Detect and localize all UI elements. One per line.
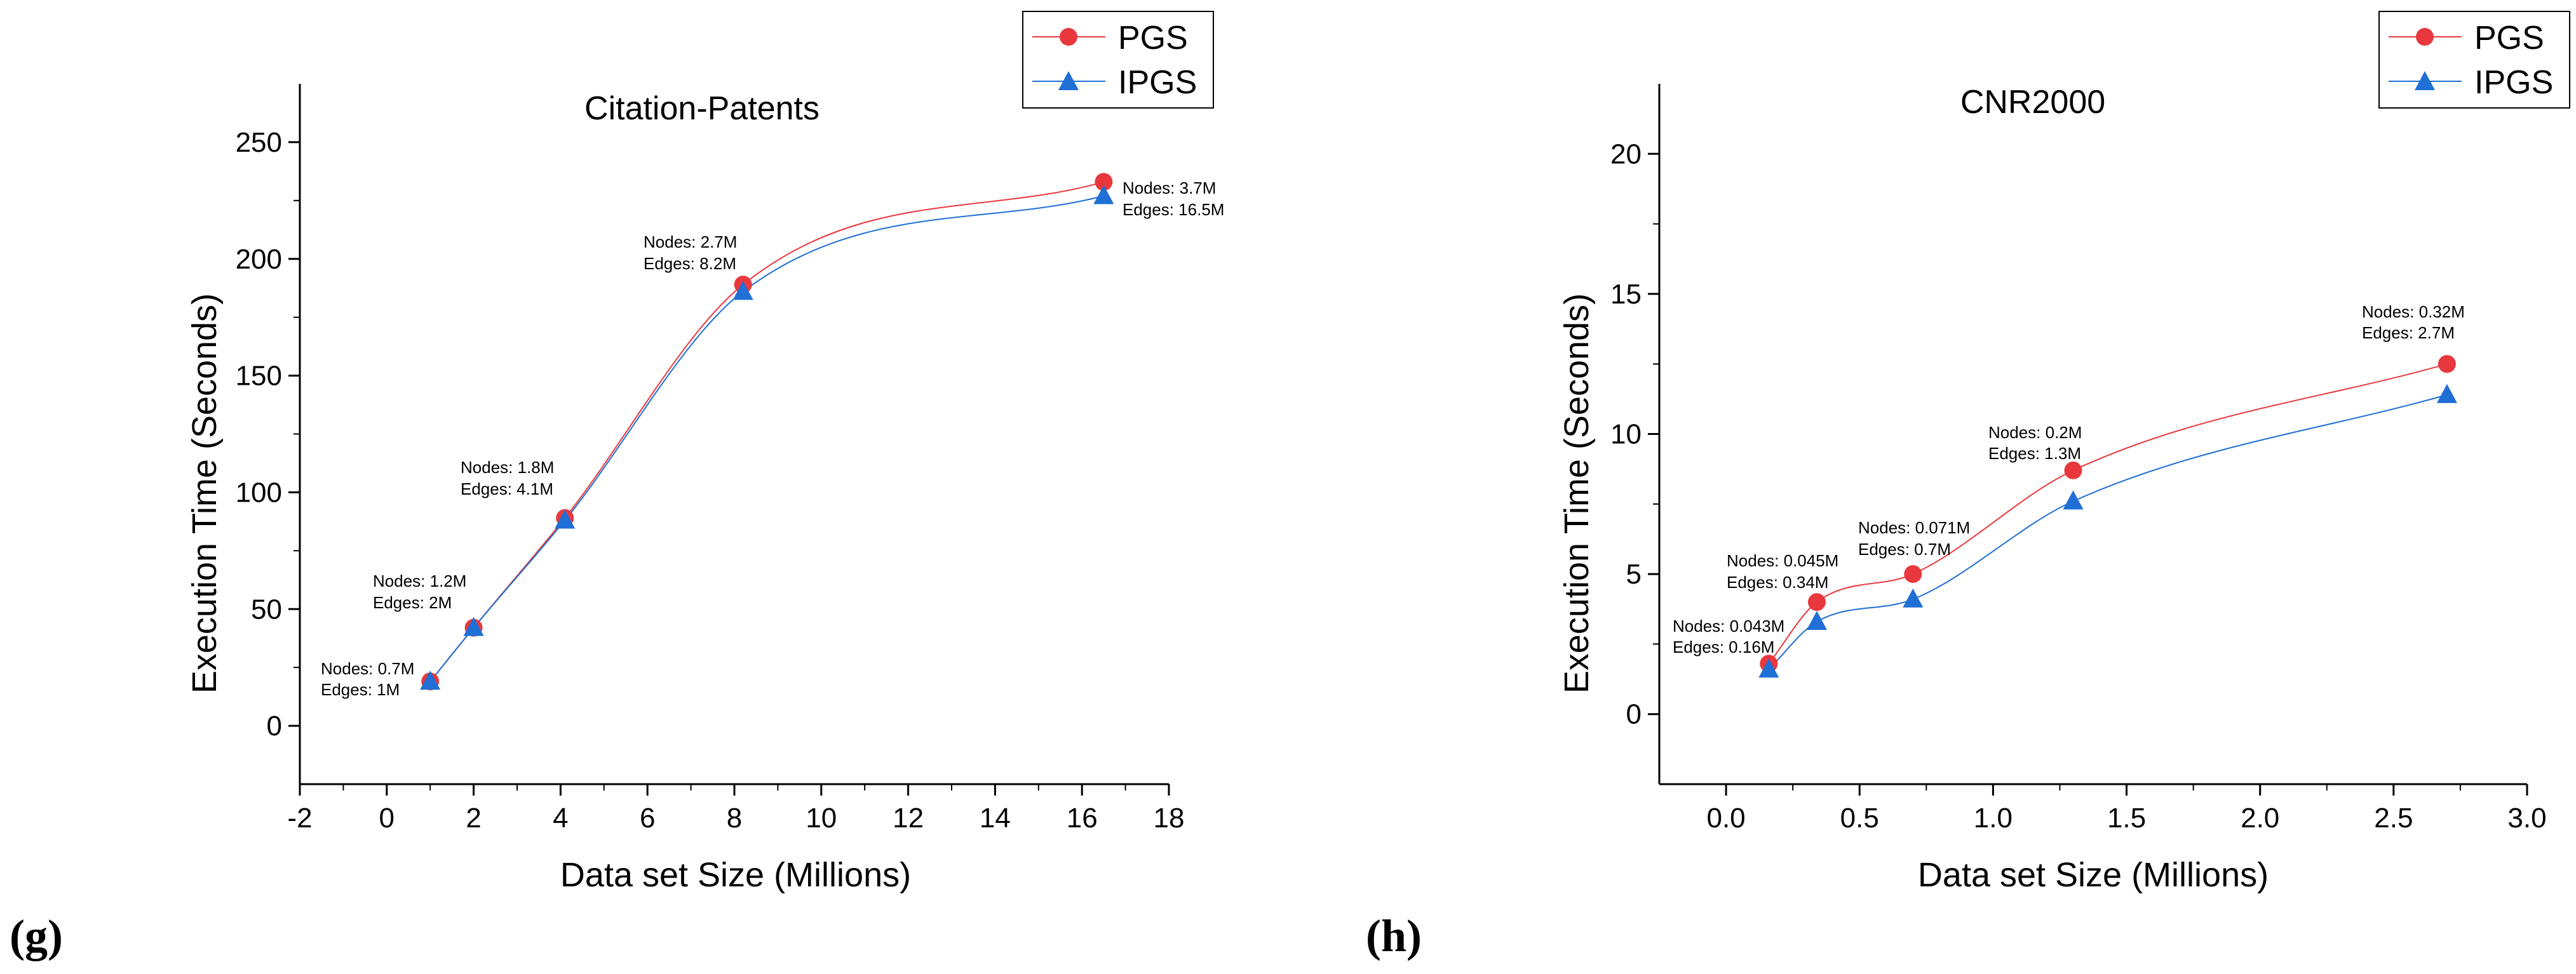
series-line-pgs: [429, 181, 1104, 682]
data-point-ipgs: [1758, 658, 1779, 678]
x-axis-label: Data set Size (Millions): [560, 856, 911, 894]
legend-box: [1022, 11, 1214, 109]
data-point-ipgs: [1806, 611, 1827, 630]
point-annotations: Nodes: 0.7M Edges: 1M Nodes: 1.2M Edges:…: [321, 178, 1224, 699]
legend-label-pgs: PGS: [2474, 20, 2544, 57]
y-tick-label: 50: [251, 594, 282, 625]
annotation-line: Edges: 16.5M: [1123, 200, 1224, 219]
y-tick-label: 15: [1610, 279, 1642, 310]
x-tick-label: 16: [1067, 803, 1098, 834]
x-tick-label: 0.0: [1706, 803, 1745, 834]
data-point-ipgs: [555, 509, 576, 529]
series-curves: [1768, 363, 2448, 670]
x-tick-label: 14: [980, 803, 1011, 834]
annotation-line: Nodes: 2.7M: [644, 232, 737, 251]
annotation-line: Nodes: 0.2M: [1988, 423, 2082, 442]
annotation-line: Edges: 1.3M: [1988, 444, 2081, 463]
annotation-line: Edges: 0.34M: [1727, 573, 1828, 592]
point-annotations: Nodes: 0.043M Edges: 0.16M Nodes: 0.045M…: [1673, 302, 2465, 657]
y-tick-label: 200: [236, 244, 282, 275]
data-point-ipgs: [1903, 588, 1924, 608]
annotation-line: Nodes: 0.32M: [2362, 302, 2465, 321]
legend-label-ipgs: IPGS: [1118, 64, 1197, 101]
x-tick-label: 6: [640, 803, 655, 834]
x-tick-label: 2.5: [2374, 803, 2413, 834]
x-tick-label: 18: [1154, 803, 1185, 834]
x-tick-label: 3.0: [2507, 803, 2546, 834]
data-point-ipgs: [732, 281, 753, 300]
data-point-ipgs: [420, 670, 441, 690]
y-tick-label: 0: [267, 710, 282, 742]
x-tick-label: 8: [727, 803, 742, 834]
annotation-line: Nodes: 0.7M: [321, 659, 414, 678]
axes: 0.0 0.5 1.0 1.5 2.0 2.5 3.0 0 5 10 15 20: [1610, 84, 2547, 834]
y-tick-label: 10: [1610, 419, 1642, 450]
series-line-pgs: [1768, 363, 2448, 664]
legend-box: [2378, 11, 2570, 109]
annotation-line: Edges: 8.2M: [644, 254, 736, 273]
data-point-ipgs: [2436, 384, 2457, 403]
panel-citation-patents: Citation-Patents Data set Size (Millions…: [10, 11, 1224, 961]
data-point-pgs: [2064, 461, 2082, 479]
x-tick-label: 2: [466, 803, 481, 834]
legend-label-pgs: PGS: [1118, 20, 1188, 57]
y-tick-label: 20: [1610, 138, 1642, 170]
x-tick-label: 1.0: [1974, 803, 2013, 834]
annotation-line: Nodes: 3.7M: [1123, 178, 1216, 197]
annotation-line: Nodes: 0.043M: [1673, 617, 1784, 636]
y-axis-label: Execution Time (Seconds): [185, 293, 224, 693]
data-point-ipgs: [463, 617, 484, 636]
x-tick-label: -2: [287, 803, 312, 834]
y-tick-label: 250: [236, 127, 282, 158]
series-line-ipgs: [429, 195, 1104, 682]
x-tick-label: 12: [893, 803, 924, 834]
series-markers: [1758, 355, 2457, 678]
data-point-pgs: [1095, 173, 1113, 191]
chart-title: CNR2000: [1960, 84, 2105, 121]
series-markers: [420, 173, 1114, 691]
annotation-line: Edges: 2.7M: [2362, 323, 2455, 342]
x-tick-label: 1.5: [2107, 803, 2146, 834]
y-tick-label: 5: [1626, 559, 1642, 590]
legend-marker-pgs: [2416, 28, 2434, 46]
y-tick-label: 150: [236, 361, 282, 392]
legend-label-ipgs: IPGS: [2474, 64, 2553, 101]
annotation-line: Nodes: 1.2M: [373, 571, 466, 590]
legend-marker-ipgs: [1058, 71, 1079, 90]
x-tick-label: 4: [553, 803, 568, 834]
legend: PGS IPGS: [1022, 11, 1214, 109]
annotation-line: Edges: 4.1M: [461, 479, 553, 498]
axes: -2 0 2 4 6 8 10 12 14 16 18 0 50 100 150 200 250: [236, 84, 1185, 834]
y-axis-label: Execution Time (Seconds): [1558, 293, 1596, 693]
x-tick-label: 0: [379, 803, 394, 834]
legend: PGS IPGS: [2378, 11, 2570, 109]
y-tick-label: 100: [236, 477, 282, 508]
annotation-line: Nodes: 0.071M: [1858, 518, 1970, 537]
data-point-pgs: [1807, 593, 1826, 611]
data-point-pgs: [2438, 355, 2456, 373]
annotation-line: Edges: 0.7M: [1858, 540, 1951, 559]
x-tick-label: 10: [806, 803, 837, 834]
annotation-line: Nodes: 0.045M: [1727, 551, 1838, 570]
series-curves: [429, 181, 1104, 682]
y-tick-label: 0: [1626, 699, 1642, 730]
legend-marker-ipgs: [2415, 71, 2435, 90]
data-point-ipgs: [2063, 490, 2084, 510]
x-axis-label: Data set Size (Millions): [1918, 856, 2269, 894]
legend-marker-pgs: [1060, 28, 1077, 46]
annotation-line: Nodes: 1.8M: [461, 458, 554, 477]
annotation-line: Edges: 2M: [373, 593, 452, 612]
annotation-line: Edges: 0.16M: [1673, 637, 1774, 657]
panel-label: (g): [10, 911, 63, 961]
x-tick-label: 0.5: [1840, 803, 1879, 834]
x-tick-label: 2.0: [2241, 803, 2279, 834]
data-point-ipgs: [1093, 185, 1114, 204]
chart-title: Citation-Patents: [584, 90, 819, 127]
annotation-line: Edges: 1M: [321, 680, 400, 699]
data-point-pgs: [1904, 565, 1922, 584]
panel-cnr2000: CNR2000 Data set Size (Millions) Executi…: [1366, 11, 2570, 961]
panel-label: (h): [1366, 911, 1422, 961]
